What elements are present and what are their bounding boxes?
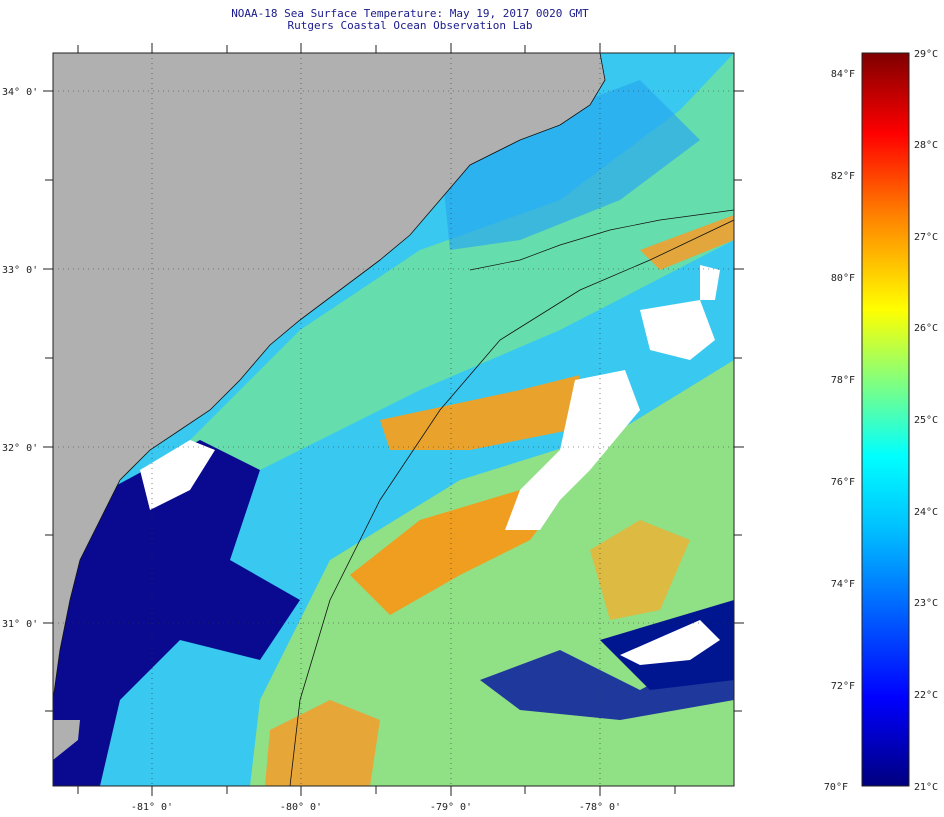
cb-f-82: 82°F — [831, 171, 855, 182]
lon-label-78: -78° 0' — [579, 802, 621, 813]
map-frame — [52, 52, 735, 787]
shelf-break-line — [289, 219, 734, 786]
warm-band-north — [380, 375, 580, 450]
warm-band-south — [265, 700, 380, 786]
cb-c-29: 29°C — [914, 49, 938, 60]
colorbar-labels: 84°F 82°F 80°F 78°F 76°F 74°F 72°F 70°F … — [824, 49, 938, 793]
cb-f-74: 74°F — [831, 579, 855, 590]
lat-label-34: 34° 0' — [2, 87, 38, 98]
cloud-center — [505, 370, 640, 530]
cold-coastal-band — [53, 440, 300, 786]
lon-label-81: -81° 0' — [131, 802, 173, 813]
cb-f-72: 72°F — [831, 681, 855, 692]
cb-f-84: 84°F — [831, 69, 855, 80]
warm-band-east — [590, 520, 690, 620]
lat-label-32: 32° 0' — [2, 443, 38, 454]
graticule — [53, 53, 734, 786]
cb-c-21: 21°C — [914, 782, 938, 793]
cb-c-25: 25°C — [914, 415, 938, 426]
map-subtitle: Rutgers Coastal Ocean Observation Lab — [287, 19, 533, 32]
coastline — [53, 53, 606, 701]
warm-band-center — [350, 490, 560, 615]
cb-c-23: 23°C — [914, 598, 938, 609]
cool-water-ne — [440, 80, 700, 250]
map-title: NOAA-18 Sea Surface Temperature: May 19,… — [231, 7, 589, 20]
cb-c-24: 24°C — [914, 507, 938, 518]
cloud-coastal — [140, 440, 215, 510]
cb-c-22: 22°C — [914, 690, 938, 701]
lat-label-31: 31° 0' — [2, 619, 38, 630]
cloud-se — [620, 620, 720, 665]
cb-f-78: 78°F — [831, 375, 855, 386]
lat-label-33: 33° 0' — [2, 265, 38, 276]
cb-f-80: 80°F — [831, 273, 855, 284]
lon-label-80: -80° 0' — [280, 802, 322, 813]
cb-f-70: 70°F — [824, 782, 848, 793]
land-mass — [53, 53, 605, 700]
cb-f-76: 76°F — [831, 477, 855, 488]
cloud-ne — [700, 265, 720, 300]
shelf-water — [53, 53, 734, 786]
isobath-1 — [469, 209, 734, 271]
sst-field — [53, 53, 734, 786]
cb-c-27: 27°C — [914, 232, 938, 243]
cb-c-28: 28°C — [914, 140, 938, 151]
land-south — [53, 720, 80, 760]
lon-label-79: -79° 0' — [430, 802, 472, 813]
cold-patch-se — [480, 640, 734, 720]
ticks — [43, 43, 744, 796]
colorbar — [861, 52, 910, 787]
cb-c-26: 26°C — [914, 323, 938, 334]
cloud-north — [640, 300, 715, 360]
